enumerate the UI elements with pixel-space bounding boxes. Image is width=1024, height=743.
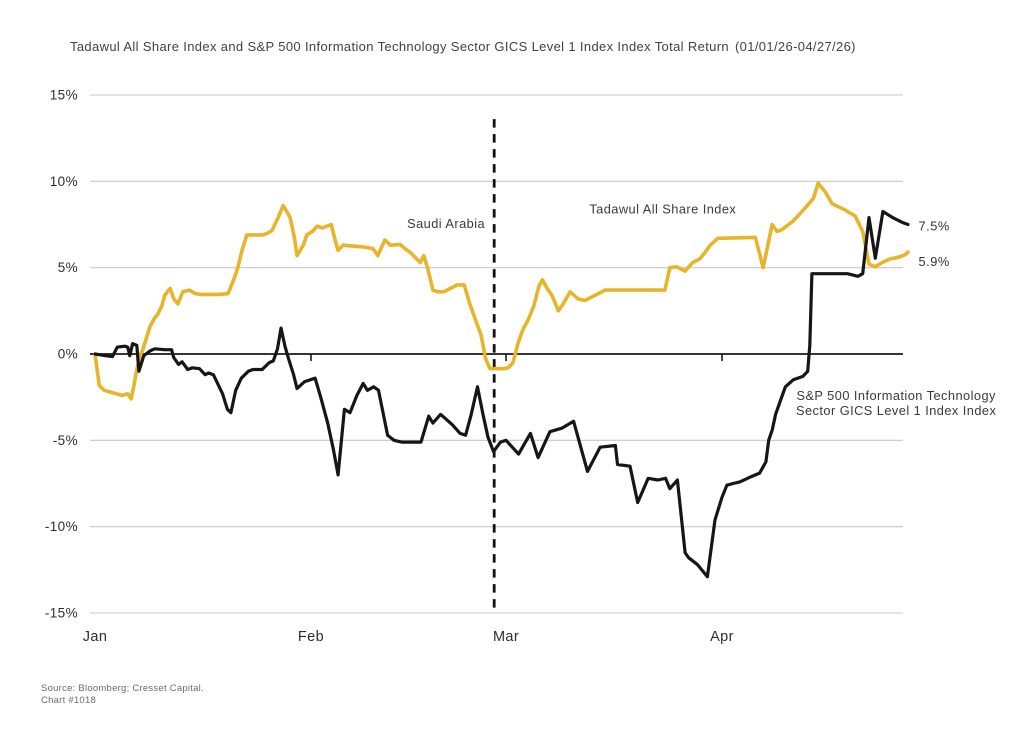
chart-title: Tadawul All Share Index and S&P 500 Info…	[70, 39, 990, 54]
end-label-sp500_it: 7.5%	[918, 219, 949, 234]
tadawul-label: Tadawul All Share Index	[589, 201, 736, 216]
annotations-group: Saudi Arabia Tadawul All Share Index S&P 5…	[407, 201, 996, 417]
y-tick-label-5: 5%	[58, 260, 78, 275]
source-line: Source: Bloomberg; Cresset Capital.	[41, 683, 204, 694]
sp500-it-label: S&P 500 Information Technology Sector GIC…	[796, 388, 996, 418]
chart-number: Chart #1018	[41, 695, 97, 707]
x-tick-label-feb: Feb	[298, 629, 324, 645]
x-tick-label-jan: Jan	[83, 629, 108, 645]
saudi-arabia-label: Saudi Arabia	[407, 216, 485, 231]
y-tick-label-15: 15%	[50, 87, 78, 102]
y-tick-label--15: -15%	[45, 606, 78, 621]
source-note: Source: Bloomberg; Cresset Capital. Char…	[41, 683, 204, 708]
y-tick-label--5: -5%	[53, 433, 78, 448]
y-tick-label--10: -10%	[45, 519, 78, 534]
tadawul-line	[93, 181, 910, 401]
y-tick-label-10: 10%	[50, 174, 78, 189]
axes-labels-group: 15% 10% 5% 0% -5% -10% -15% Jan Feb Mar Apr	[45, 87, 734, 645]
x-tick-label-apr: Apr	[710, 629, 734, 645]
sp500_it-line	[93, 209, 910, 579]
chart-title-text: Tadawul All Share Index and S&P 500 Info…	[70, 39, 729, 54]
x-tick-label-mar: Mar	[493, 629, 519, 645]
gridlines-group	[90, 94, 903, 614]
y-tick-label-0: 0%	[58, 347, 78, 362]
chart-date-range: (01/01/26-04/27/26)	[735, 39, 856, 54]
series-group	[93, 181, 910, 579]
end-label-tadawul: 5.9%	[918, 254, 949, 269]
